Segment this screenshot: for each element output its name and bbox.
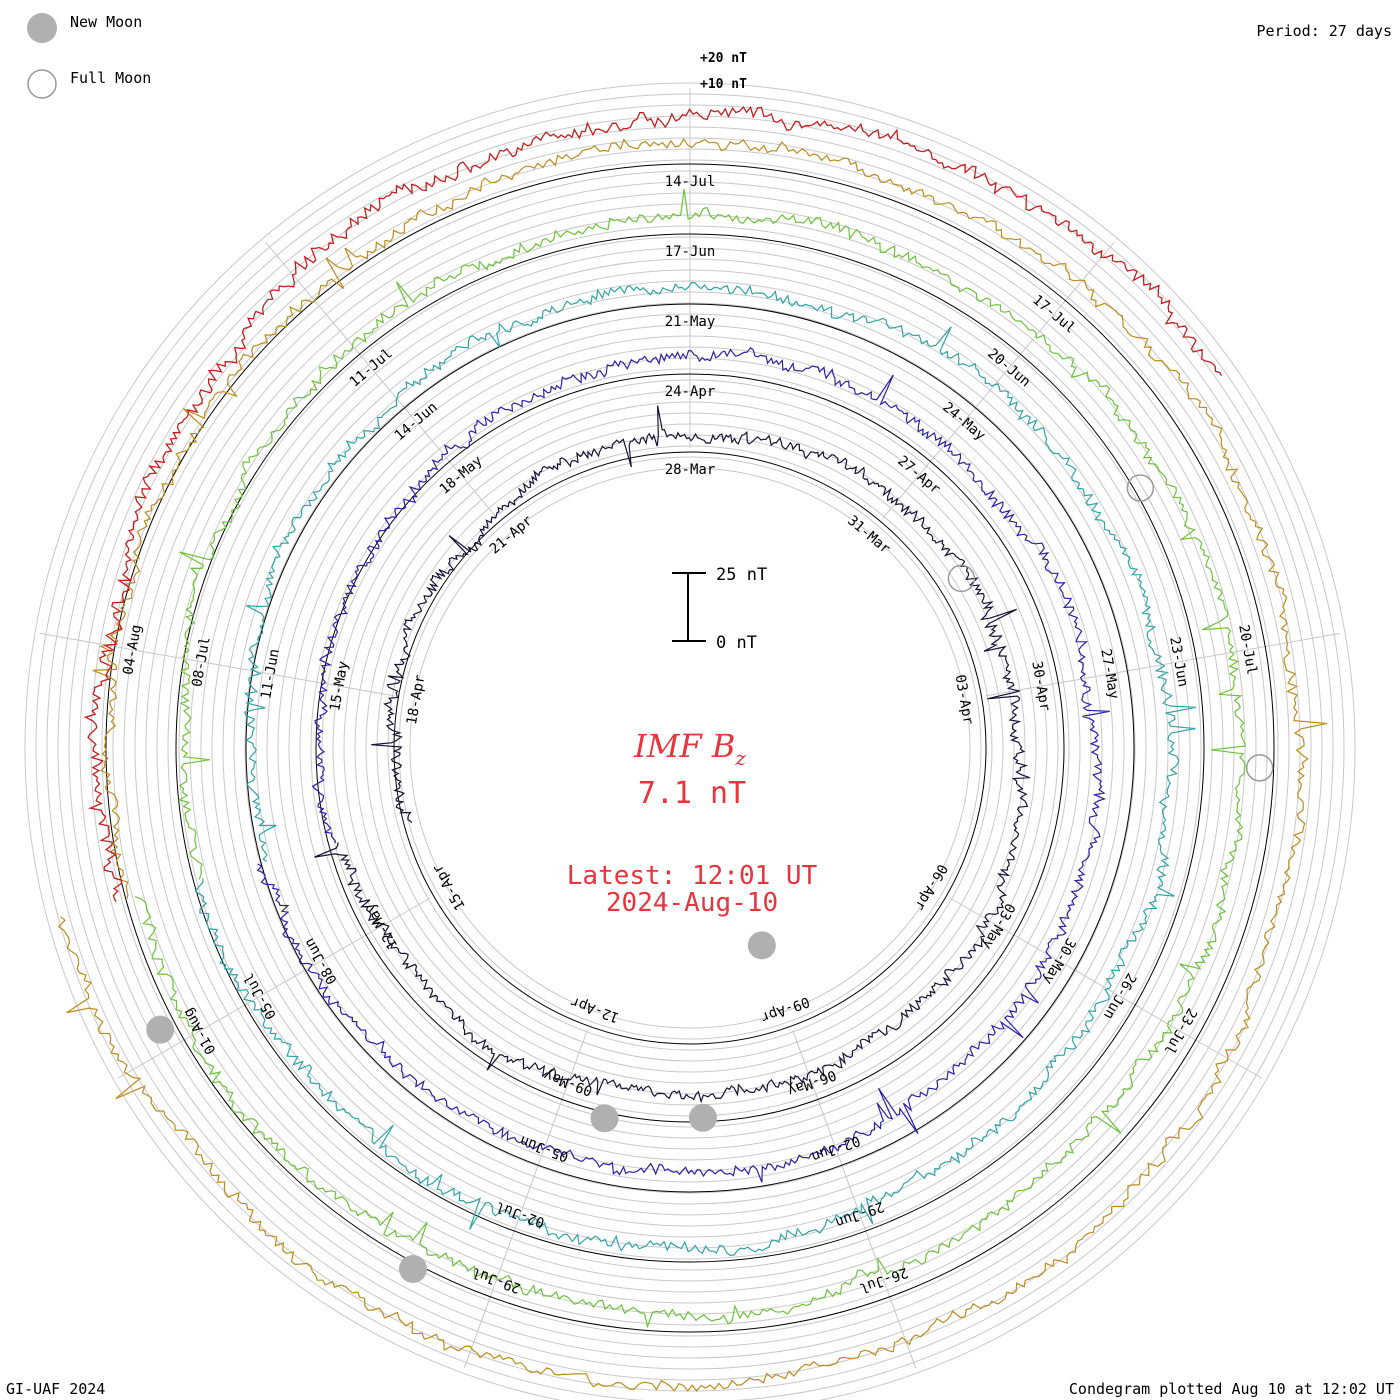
date-label: 27-May <box>1097 648 1122 701</box>
date-label: 21-Apr <box>487 513 536 558</box>
grid-spoke <box>949 897 1262 1079</box>
current-value: 7.1 nT <box>638 776 746 811</box>
trace-latest <box>83 105 1223 903</box>
moon-markers <box>146 474 1274 1283</box>
new-moon-icon <box>27 13 57 43</box>
date-label: 02-Jun <box>809 1132 862 1164</box>
date-label: 06-Apr <box>911 861 950 913</box>
grid-spoke <box>39 632 395 697</box>
latest-date: 2024-Aug-10 <box>606 888 778 918</box>
date-label: 05-Jun <box>518 1132 571 1164</box>
date-label: 20-Jun <box>984 346 1033 391</box>
grid-ring <box>409 467 971 1029</box>
date-label: 11-Jul <box>347 346 396 391</box>
new-moon-marker <box>688 1103 717 1132</box>
grid-spoke <box>463 1029 588 1369</box>
trace-2024-07-14 <box>57 138 1327 1392</box>
grid-ring <box>24 82 1356 1400</box>
reference-ring <box>175 233 1205 1263</box>
new-moon-marker <box>747 931 776 960</box>
reference-ring <box>393 451 987 1045</box>
date-label: 18-Apr <box>404 673 429 726</box>
trace-2024-03-28 <box>314 405 1030 1104</box>
date-label: 31-Mar <box>844 513 893 558</box>
credit-label: GI-UAF 2024 <box>6 1380 106 1398</box>
date-label: 09-Apr <box>759 993 812 1025</box>
data-traces <box>57 105 1327 1392</box>
date-label: 11-Jun <box>258 648 283 701</box>
scale-bar-bottom-label: 0 nT <box>716 633 757 653</box>
date-label: 29-Jun <box>833 1198 886 1230</box>
date-label: 14-Jun <box>392 399 441 444</box>
full-moon-marker <box>1126 474 1155 502</box>
grid-ring <box>398 456 982 1040</box>
date-label: 02-Jul <box>494 1198 547 1230</box>
plotted-timestamp: Condegram plotted Aug 10 at 12:02 UT <box>1068 1380 1394 1398</box>
new-moon-marker <box>146 1015 175 1044</box>
trace-2024-04-24 <box>256 346 1110 1183</box>
scale-bar-top-label: 25 nT <box>716 565 767 585</box>
reference-ring <box>105 163 1275 1333</box>
chart-title-subscript: z <box>734 746 746 770</box>
grid-spoke <box>265 242 498 519</box>
date-label: 23-Jun <box>1166 636 1191 689</box>
date-label: 24-May <box>939 399 988 444</box>
full-moon-label: Full Moon <box>70 69 152 87</box>
date-label: 30-May <box>1039 935 1078 987</box>
date-label: 26-Jun <box>1100 970 1139 1022</box>
outer-scale-label-20: +20 nT <box>700 51 747 66</box>
date-label: 14-Jul <box>665 174 716 190</box>
scale-bar: 25 nT 0 nT <box>672 565 767 653</box>
grid-spoke <box>118 897 431 1079</box>
latest-time: Latest: 12:01 UT <box>567 861 818 891</box>
full-moon-marker <box>1245 754 1274 782</box>
date-label: 03-Apr <box>952 673 977 726</box>
date-label: 17-Jun <box>665 244 716 260</box>
trace-2024-06-17 <box>134 189 1246 1329</box>
date-label: 01-Aug <box>180 1005 219 1057</box>
period-label: Period: 27 days <box>1256 22 1392 40</box>
chart-title: IMF Bz <box>633 727 746 770</box>
date-label: 23-Jul <box>1161 1005 1200 1057</box>
chart-title-main: IMF B <box>633 727 735 765</box>
new-moon-marker <box>399 1254 428 1283</box>
date-label: 21-May <box>665 314 716 330</box>
date-label: 24-Apr <box>665 384 716 400</box>
grid-spoke <box>882 242 1115 519</box>
new-moon-marker <box>590 1104 619 1133</box>
grid-spokes <box>39 88 1341 1369</box>
grid-rings <box>24 82 1356 1400</box>
date-label: 08-Jul <box>189 636 214 689</box>
grid-spoke <box>792 1029 917 1369</box>
reference-rings <box>105 163 1275 1333</box>
outer-scale-label-10: +10 nT <box>700 77 747 92</box>
full-moon-marker <box>947 564 976 593</box>
date-label: 09-May <box>542 1066 595 1098</box>
date-label: 28-Mar <box>665 462 716 478</box>
trace-2024-05-21 <box>194 281 1197 1257</box>
date-label: 12-Apr <box>568 993 621 1025</box>
new-moon-label: New Moon <box>70 13 143 31</box>
reference-ring <box>245 303 1135 1193</box>
date-label: 15-Apr <box>430 861 469 913</box>
full-moon-icon <box>27 69 57 99</box>
